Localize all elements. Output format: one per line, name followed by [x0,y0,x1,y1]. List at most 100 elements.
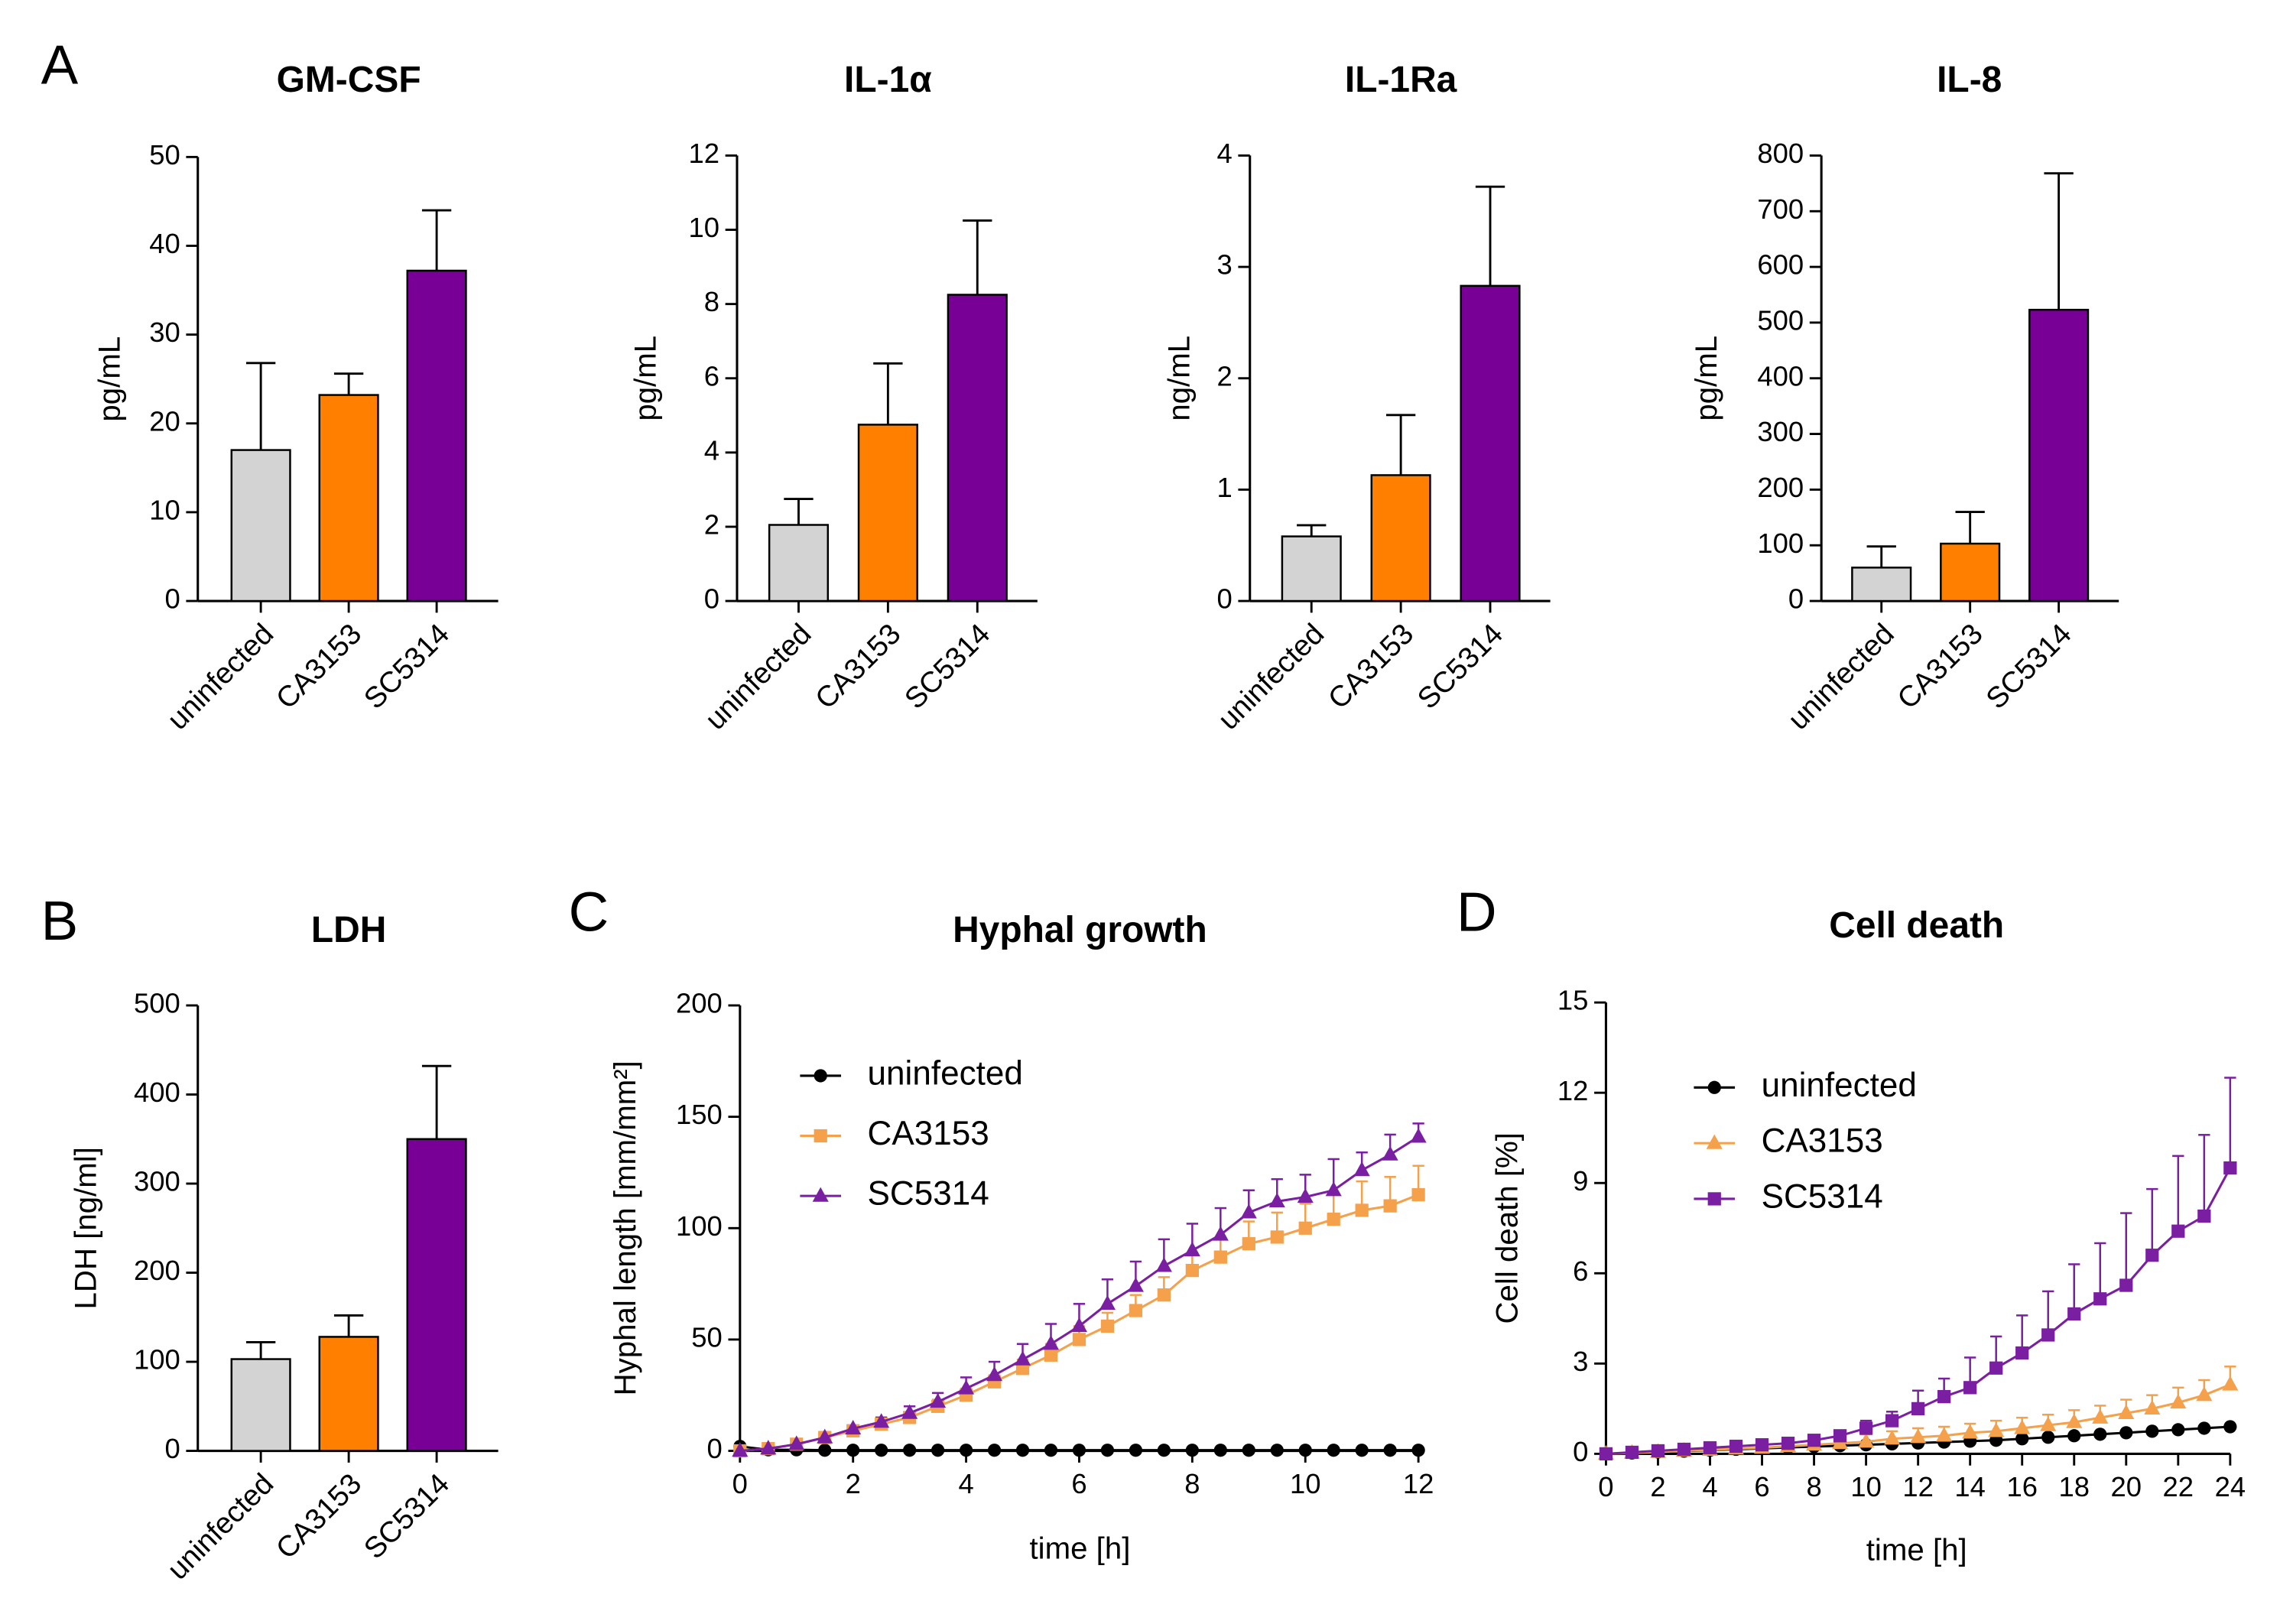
marker [1937,1390,1951,1404]
marker [1833,1429,1847,1443]
x-tick-label: 16 [2006,1471,2038,1502]
chart-title: IL-1Ra [1345,60,1457,100]
marker [901,1404,918,1419]
marker [1213,1444,1227,1457]
y-axis-label: pg/mL [628,336,663,421]
x-tick-label: 2 [846,1468,861,1499]
marker [2144,1399,2161,1415]
y-tick-label: 1 [1216,472,1232,503]
legend-marker [1707,1192,1721,1206]
y-tick-label: 9 [1573,1165,1588,1197]
bar [1281,535,1342,603]
marker [1155,1257,1172,1272]
bar [768,524,830,603]
marker [2223,1420,2237,1434]
y-tick-label: 0 [1788,583,1804,615]
x-tick-label: SC5314 [358,1467,456,1565]
y-tick-label: 4 [1216,138,1232,169]
y-tick-label: 0 [164,583,180,615]
x-tick-label: CA3153 [270,617,368,715]
marker [1242,1237,1255,1251]
marker [873,1413,890,1428]
marker [1015,1444,1030,1457]
legend-label: CA3153 [868,1115,989,1152]
y-tick-label: 300 [134,1166,180,1197]
x-tick-label: 22 [2163,1471,2194,1502]
x-tick-label: uninfected [1212,617,1330,736]
marker [1070,1317,1088,1333]
x-tick-label: SC5314 [1411,617,1509,715]
y-tick-label: 10 [149,495,180,526]
marker [2015,1346,2029,1360]
marker [2014,1419,2031,1434]
marker [1859,1421,1873,1435]
y-tick-label: 12 [688,138,719,169]
marker [903,1444,917,1457]
y-tick-label: 150 [676,1099,723,1130]
chart-title: Cell death [1829,905,2004,946]
marker [2118,1404,2135,1419]
y-tick-label: 30 [149,317,180,348]
marker [1807,1434,1821,1447]
chart-title: GM-CSF [277,60,421,100]
y-tick-label: 4 [704,434,719,466]
bar [230,1358,291,1452]
y-axis-label: Cell death [%] [1490,1132,1525,1324]
y-tick-label: 20 [149,405,180,437]
marker [2119,1278,2133,1292]
x-tick-label: 6 [1754,1471,1769,1502]
y-tick-label: 8 [704,286,719,317]
marker [1411,1187,1425,1202]
y-axis-label: ng/mL [1161,336,1196,421]
y-tick-label: 2 [1216,360,1232,391]
y-axis-label: Hyphal length [mm/mm²] [608,1060,642,1395]
marker [1129,1444,1143,1457]
bar [2028,308,2090,603]
y-tick-label: 0 [707,1433,723,1464]
marker [1963,1381,1977,1395]
x-tick-label: 4 [1702,1471,1717,1502]
series-line [739,1135,1419,1453]
marker [1268,1192,1285,1207]
y-tick-label: 100 [134,1344,180,1376]
marker [1100,1444,1115,1457]
marker [1213,1250,1227,1264]
marker [1297,1187,1314,1203]
y-tick-label: 0 [1216,583,1232,615]
x-tick-label: 10 [1290,1468,1321,1499]
marker [2093,1427,2107,1441]
marker [1755,1437,1769,1452]
marker [2145,1249,2159,1262]
marker [845,1419,862,1435]
marker [2041,1431,2055,1444]
marker [1072,1333,1086,1346]
marker [1100,1319,1115,1333]
x-tick-label: CA3153 [1891,617,1989,715]
marker [2197,1209,2211,1223]
y-tick-label: 0 [1573,1436,1588,1467]
marker [2170,1394,2187,1409]
legend-marker [1707,1080,1721,1094]
marker [1127,1277,1144,1292]
marker [1298,1221,1312,1235]
x-tick-label: CA3153 [1322,617,1420,715]
marker [2171,1224,2185,1238]
y-tick-label: 2 [704,509,719,541]
x-axis-label: time [h] [1029,1531,1130,1566]
y-tick-label: 400 [1757,360,1804,391]
marker [958,1379,975,1395]
marker [1072,1444,1086,1457]
x-tick-label: 24 [2215,1471,2246,1502]
x-tick-label: 0 [732,1468,748,1499]
legend-label: uninfected [868,1055,1023,1093]
y-tick-label: 50 [691,1322,722,1353]
marker [1044,1444,1058,1457]
bar [857,424,918,603]
marker [1270,1230,1284,1244]
x-tick-label: SC5314 [898,617,996,715]
marker [1383,1199,1397,1213]
y-tick-label: 50 [149,139,180,171]
marker [2067,1307,2081,1321]
marker [1185,1263,1199,1278]
bar [318,1336,379,1452]
